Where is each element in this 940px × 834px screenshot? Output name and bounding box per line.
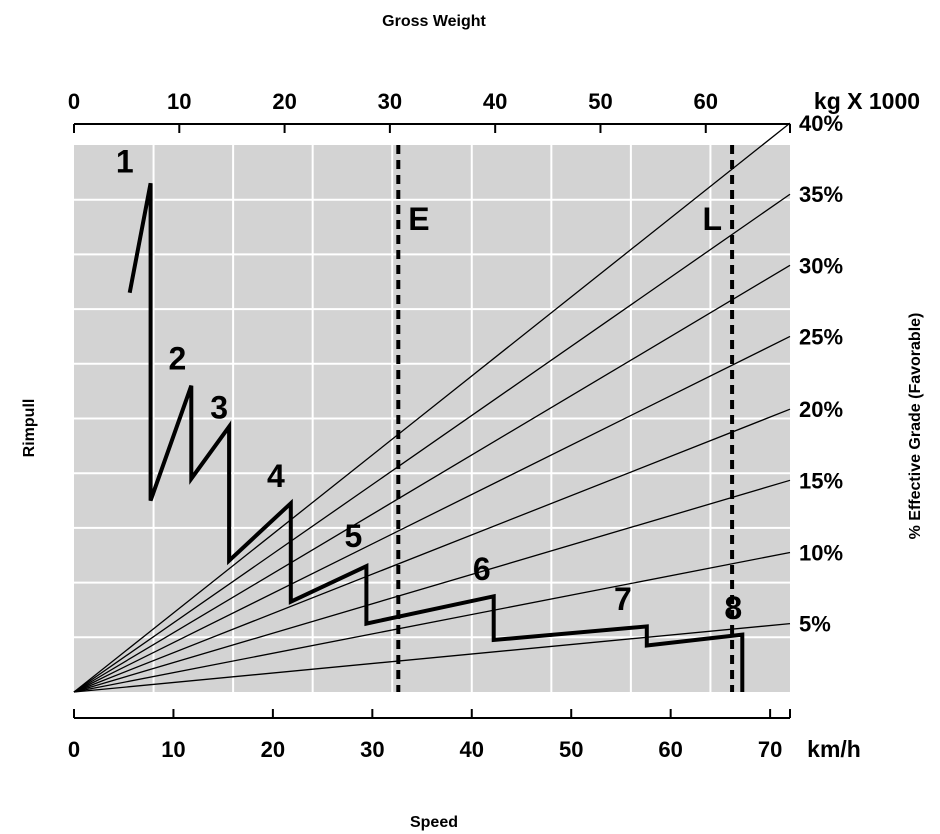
gear-label: 8 (724, 590, 742, 626)
grade-label: 30% (799, 253, 843, 278)
y-axis-label: Rimpull (21, 399, 38, 458)
grade-label: 5% (799, 612, 831, 637)
bottom-axis-tick-label: 10 (161, 737, 185, 762)
grade-label: 20% (799, 397, 843, 422)
marker-label: E (408, 201, 429, 237)
top-axis-tick-label: 0 (68, 89, 80, 114)
bottom-axis-tick-label: 70 (758, 737, 782, 762)
grid (74, 145, 790, 692)
grade-line (73, 551, 791, 693)
grade-line (73, 264, 791, 693)
grade-lines: 5% 10% 15% 20% 25% 30% 35% 40% (73, 111, 843, 693)
gear-label: 5 (345, 518, 363, 554)
bottom-axis-tick-label: 60 (658, 737, 682, 762)
chart-title: Gross Weight (382, 13, 486, 30)
top-axis-tick-label: 20 (272, 89, 296, 114)
top-axis-tick-label: 10 (167, 89, 191, 114)
grade-line (73, 335, 791, 693)
gear-label: 1 (116, 143, 134, 179)
bottom-axis-tick-label: 20 (261, 737, 285, 762)
grade-line (73, 408, 791, 693)
grade-label: 40% (799, 111, 843, 136)
gear-label: 7 (614, 581, 632, 617)
bottom-axis-tick-label: 30 (360, 737, 384, 762)
retarder-curve-line (127, 182, 745, 692)
top-axis-unit: kg X 1000 (814, 88, 920, 114)
bottom-axis-tick-label: 40 (460, 737, 484, 762)
grade-line (73, 122, 791, 693)
top-axis-tick-label: 60 (694, 89, 718, 114)
bottom-axis-tick-label: 0 (68, 737, 80, 762)
top-axis-tick-label: 30 (378, 89, 402, 114)
top-axis: 0 10 20 30 40 50 60 (68, 89, 791, 133)
grade-label: 15% (799, 468, 843, 493)
x-axis-label: Speed (410, 814, 458, 831)
grade-label: 25% (799, 324, 843, 349)
bottom-axis-unit: km/h (807, 736, 861, 762)
marker-label: L (703, 201, 723, 237)
grade-label: 35% (799, 182, 843, 207)
grade-line (73, 479, 791, 693)
grade-line (73, 622, 791, 693)
gear-label: 4 (267, 458, 285, 494)
gear-label: 3 (210, 390, 228, 426)
bottom-axis: 0 10 20 30 40 50 60 70 (68, 709, 791, 762)
grade-label: 10% (799, 541, 843, 566)
gear-label: 2 (169, 340, 187, 376)
right-axis-label: % Effective Grade (Favorable) (907, 313, 924, 540)
grade-line (73, 193, 791, 693)
bottom-axis-tick-label: 50 (559, 737, 583, 762)
gear-label: 6 (473, 551, 491, 587)
top-axis-tick-label: 40 (483, 89, 507, 114)
top-axis-tick-label: 50 (588, 89, 612, 114)
retarder-curve (127, 182, 745, 692)
